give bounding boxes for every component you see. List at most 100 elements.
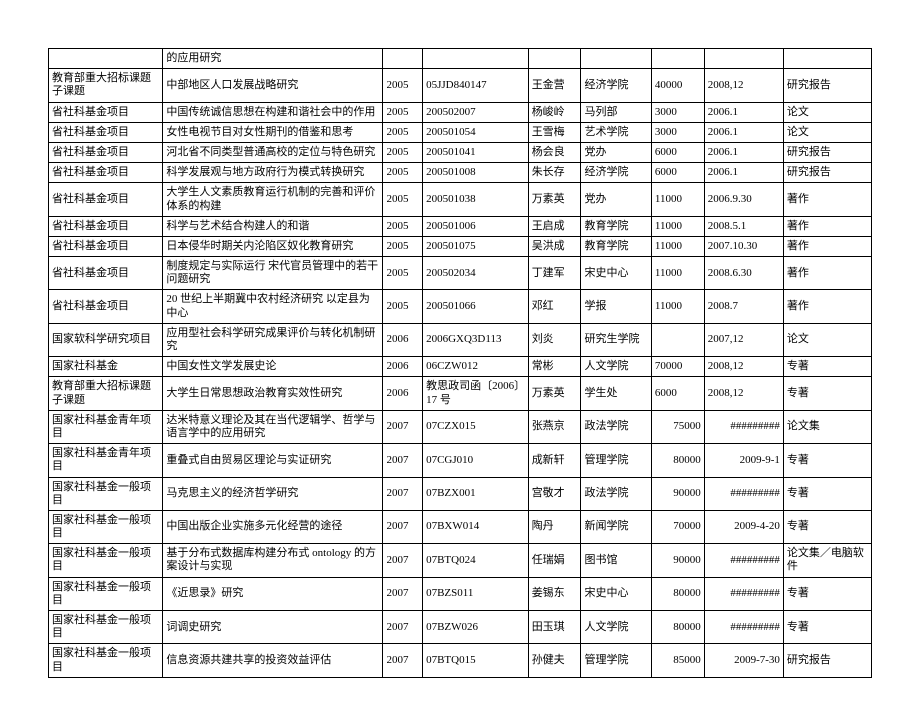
cell-c2: 2005 xyxy=(383,163,423,183)
cell-c1: 科学发展观与地方政府行为模式转换研究 xyxy=(163,163,383,183)
cell-c4: 刘炎 xyxy=(528,323,581,356)
cell-c3: 教思政司函〔2006〕17 号 xyxy=(423,377,529,410)
cell-c1: 马克思主义的经济哲学研究 xyxy=(163,477,383,510)
cell-c3: 07CZX015 xyxy=(423,410,529,443)
cell-c5: 经济学院 xyxy=(581,69,651,102)
cell-c5: 学报 xyxy=(581,290,651,323)
cell-c5: 宋史中心 xyxy=(581,257,651,290)
cell-c0: 教育部重大招标课题子课题 xyxy=(49,69,163,102)
cell-c0: 国家社科基金青年项目 xyxy=(49,410,163,443)
cell-c2: 2006 xyxy=(383,323,423,356)
cell-c4: 王雪梅 xyxy=(528,122,581,142)
cell-c6: 11000 xyxy=(651,216,704,236)
cell-c1: 《近思录》研究 xyxy=(163,577,383,610)
cell-c2: 2006 xyxy=(383,357,423,377)
cell-c6: 80000 xyxy=(651,611,704,644)
cell-c7: 2006.1 xyxy=(704,142,783,162)
cell-c0: 教育部重大招标课题子课题 xyxy=(49,377,163,410)
cell-c1: 的应用研究 xyxy=(163,49,383,69)
cell-c0: 省社科基金项目 xyxy=(49,102,163,122)
cell-c4: 万素英 xyxy=(528,183,581,216)
cell-c2: 2007 xyxy=(383,444,423,477)
cell-c3: 200501041 xyxy=(423,142,529,162)
cell-c2: 2005 xyxy=(383,290,423,323)
cell-c4: 邓红 xyxy=(528,290,581,323)
cell-c3: 07BXW014 xyxy=(423,510,529,543)
table-row: 省社科基金项目制度规定与实际运行 宋代官员管理中的若干问题研究200520050… xyxy=(49,257,872,290)
cell-c5: 党办 xyxy=(581,142,651,162)
cell-c8: 专著 xyxy=(783,477,871,510)
cell-c1: 中部地区人口发展战略研究 xyxy=(163,69,383,102)
cell-c4: 万素英 xyxy=(528,377,581,410)
cell-c1: 信息资源共建共享的投资效益评估 xyxy=(163,644,383,677)
table-row: 省社科基金项目大学生人文素质教育运行机制的完善和评价体系的构建200520050… xyxy=(49,183,872,216)
cell-c4: 丁建军 xyxy=(528,257,581,290)
table-row: 国家软科学研究项目应用型社会科学研究成果评价与转化机制研究20062006GXQ… xyxy=(49,323,872,356)
cell-c5: 政法学院 xyxy=(581,477,651,510)
cell-c3: 200501066 xyxy=(423,290,529,323)
cell-c2: 2005 xyxy=(383,257,423,290)
cell-c0: 省社科基金项目 xyxy=(49,290,163,323)
cell-c4: 宫敬才 xyxy=(528,477,581,510)
cell-c0: 国家社科基金一般项目 xyxy=(49,644,163,677)
cell-c7 xyxy=(704,49,783,69)
table-row: 省社科基金项目日本侵华时期关内沦陷区奴化教育研究2005200501075吴洪成… xyxy=(49,236,872,256)
cell-c0: 省社科基金项目 xyxy=(49,236,163,256)
cell-c4: 杨会良 xyxy=(528,142,581,162)
cell-c3: 07BZS011 xyxy=(423,577,529,610)
cell-c2: 2007 xyxy=(383,410,423,443)
cell-c3: 200502007 xyxy=(423,102,529,122)
table-row: 国家社科基金中国女性文学发展史论200606CZW012常彬人文学院700002… xyxy=(49,357,872,377)
cell-c8: 论文 xyxy=(783,122,871,142)
table-row: 国家社科基金一般项目《近思录》研究200707BZS011姜锡东宋史中心8000… xyxy=(49,577,872,610)
cell-c8: 研究报告 xyxy=(783,163,871,183)
cell-c1: 达米特意义理论及其在当代逻辑学、哲学与语言学中的应用研究 xyxy=(163,410,383,443)
cell-c7: 2007,12 xyxy=(704,323,783,356)
cell-c3: 200501075 xyxy=(423,236,529,256)
table-row: 省社科基金项目中国传统诚信思想在构建和谐社会中的作用2005200502007杨… xyxy=(49,102,872,122)
cell-c6: 3000 xyxy=(651,102,704,122)
cell-c7: 2008.5.1 xyxy=(704,216,783,236)
cell-c6: 70000 xyxy=(651,510,704,543)
cell-c7: 2006.1 xyxy=(704,122,783,142)
cell-c0: 国家社科基金青年项目 xyxy=(49,444,163,477)
cell-c3: 200502034 xyxy=(423,257,529,290)
cell-c4: 朱长存 xyxy=(528,163,581,183)
cell-c7: 2009-7-30 xyxy=(704,644,783,677)
cell-c5: 人文学院 xyxy=(581,357,651,377)
cell-c6: 11000 xyxy=(651,290,704,323)
cell-c2: 2006 xyxy=(383,377,423,410)
cell-c0: 国家社科基金一般项目 xyxy=(49,611,163,644)
cell-c6: 6000 xyxy=(651,377,704,410)
cell-c1: 重叠式自由贸易区理论与实证研究 xyxy=(163,444,383,477)
cell-c8: 著作 xyxy=(783,257,871,290)
cell-c8: 专著 xyxy=(783,510,871,543)
cell-c5: 马列部 xyxy=(581,102,651,122)
cell-c7: ######### xyxy=(704,611,783,644)
cell-c4: 陶丹 xyxy=(528,510,581,543)
cell-c7: 2008.6.30 xyxy=(704,257,783,290)
cell-c3: 06CZW012 xyxy=(423,357,529,377)
cell-c1: 日本侵华时期关内沦陷区奴化教育研究 xyxy=(163,236,383,256)
cell-c2: 2007 xyxy=(383,611,423,644)
cell-c8: 专著 xyxy=(783,357,871,377)
cell-c6: 40000 xyxy=(651,69,704,102)
cell-c7: 2006.1 xyxy=(704,102,783,122)
cell-c7: ######### xyxy=(704,544,783,577)
cell-c0: 省社科基金项目 xyxy=(49,163,163,183)
table-row: 国家社科基金一般项目马克思主义的经济哲学研究200707BZX001宫敬才政法学… xyxy=(49,477,872,510)
cell-c0 xyxy=(49,49,163,69)
cell-c3: 200501006 xyxy=(423,216,529,236)
cell-c5: 党办 xyxy=(581,183,651,216)
cell-c7: 2008,12 xyxy=(704,69,783,102)
cell-c5: 研究生学院 xyxy=(581,323,651,356)
cell-c7: 2006.9.30 xyxy=(704,183,783,216)
cell-c0: 省社科基金项目 xyxy=(49,257,163,290)
cell-c5 xyxy=(581,49,651,69)
cell-c6 xyxy=(651,49,704,69)
cell-c2: 2007 xyxy=(383,577,423,610)
cell-c1: 中国出版企业实施多元化经营的途径 xyxy=(163,510,383,543)
cell-c6 xyxy=(651,323,704,356)
cell-c3: 2006GXQ3D113 xyxy=(423,323,529,356)
cell-c3: 200501038 xyxy=(423,183,529,216)
